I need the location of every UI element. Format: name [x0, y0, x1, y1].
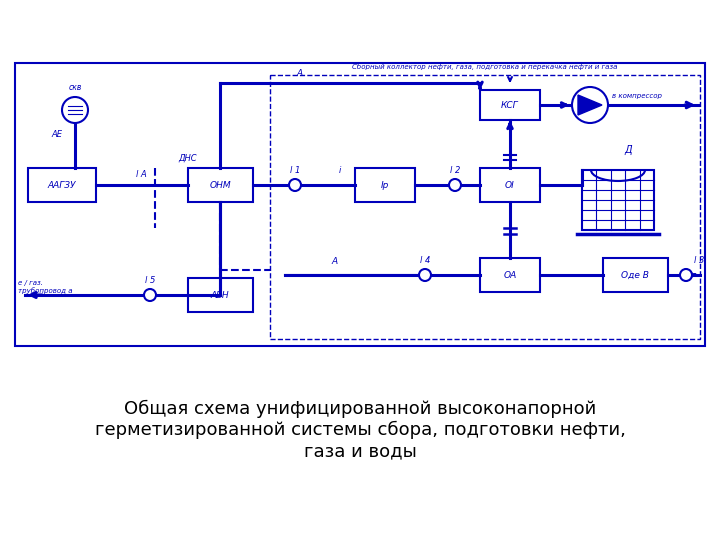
Text: l А: l А	[136, 170, 147, 179]
Bar	[603, 258, 667, 292]
Bar	[28, 168, 96, 202]
Text: l 1: l 1	[290, 166, 300, 175]
Bar	[480, 168, 540, 202]
Text: АЕН: АЕН	[211, 291, 229, 300]
Bar	[480, 258, 540, 292]
Circle shape	[572, 87, 608, 123]
Text: ОI: ОI	[505, 180, 515, 190]
Text: l 4: l 4	[420, 256, 430, 265]
Text: скв: скв	[68, 83, 81, 92]
Text: ААГЗУ: ААГЗУ	[48, 180, 76, 190]
Text: Д: Д	[624, 145, 632, 155]
Text: l 5: l 5	[145, 276, 156, 285]
Bar	[187, 168, 253, 202]
Text: в компрессор: в компрессор	[612, 93, 662, 99]
Text: ОНМ: ОНМ	[210, 180, 231, 190]
Text: i: i	[339, 166, 341, 175]
Text: ДНС: ДНС	[179, 154, 197, 163]
Circle shape	[449, 179, 461, 191]
Text: ОА: ОА	[503, 271, 517, 280]
Text: Iр: Iр	[381, 180, 390, 190]
Bar	[187, 278, 253, 312]
Text: Общая схема унифицированной высоконапорной
герметизированной системы сбора, подг: Общая схема унифицированной высоконапорн…	[94, 400, 626, 460]
Circle shape	[289, 179, 301, 191]
Text: е / газ.
трубопровод а: е / газ. трубопровод а	[18, 280, 73, 294]
Bar	[480, 90, 540, 120]
Text: l 3: l 3	[694, 256, 704, 265]
Text: l 2: l 2	[450, 166, 460, 175]
Text: АЕ: АЕ	[52, 130, 63, 139]
Bar	[355, 168, 415, 202]
Text: А: А	[297, 69, 303, 78]
Text: КСГ: КСГ	[501, 100, 519, 110]
Bar	[582, 170, 654, 230]
Circle shape	[680, 269, 692, 281]
Bar	[15, 63, 705, 346]
Polygon shape	[578, 95, 602, 115]
Text: Оде В: Оде В	[621, 271, 649, 280]
Circle shape	[62, 97, 88, 123]
Text: А: А	[332, 257, 338, 266]
Circle shape	[144, 289, 156, 301]
Bar	[270, 75, 700, 339]
Text: Сборный коллектор нефти, газа, подготовка и перекачка нефти и газа: Сборный коллектор нефти, газа, подготовк…	[352, 63, 618, 70]
Circle shape	[419, 269, 431, 281]
